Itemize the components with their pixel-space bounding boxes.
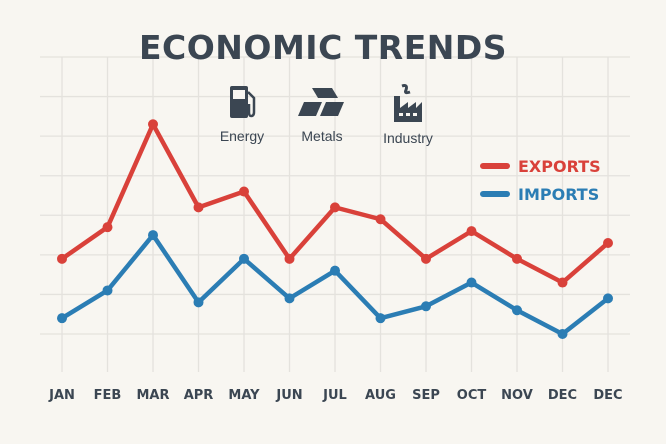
x-tick-label: FEB <box>94 388 122 403</box>
x-tick-label: OCT <box>457 388 487 403</box>
exports-point <box>193 202 204 213</box>
legend-label: EXPORTS <box>518 156 601 176</box>
category-industry: Industry <box>373 82 443 146</box>
imports-point <box>284 293 295 304</box>
category-metals: Metals <box>287 82 357 144</box>
legend-label: IMPORTS <box>518 184 600 204</box>
imports-point <box>512 305 522 316</box>
exports-point <box>603 237 613 248</box>
x-tick-label: AUG <box>365 388 396 403</box>
fuel-pump-icon <box>230 86 256 118</box>
legend: EXPORTS IMPORTS <box>480 152 601 208</box>
exports-point <box>102 222 113 233</box>
category-energy: Energy <box>207 82 277 144</box>
x-tick-label: JUL <box>322 388 347 403</box>
exports-point <box>239 186 249 197</box>
x-tick-label: NOV <box>501 388 533 403</box>
category-label: Industry <box>383 130 433 146</box>
chart-title: ECONOMIC TRENDS <box>138 28 508 67</box>
x-tick-label: MAY <box>228 388 260 403</box>
x-tick-label: JUN <box>275 388 302 403</box>
imports-point <box>375 313 386 324</box>
exports-point <box>57 253 67 264</box>
imports-point <box>148 230 158 241</box>
exports-point <box>557 277 568 288</box>
x-tick-label: DEC <box>548 388 577 403</box>
exports-point <box>330 202 340 213</box>
legend-item-imports: IMPORTS <box>480 180 601 208</box>
imports-point <box>421 301 431 312</box>
imports-point <box>557 329 568 339</box>
legend-item-exports: EXPORTS <box>480 152 601 180</box>
exports-point <box>466 226 477 237</box>
x-tick-label: APR <box>184 388 214 403</box>
x-tick-label: JAN <box>48 388 75 403</box>
exports-point <box>512 253 522 264</box>
x-tick-label: SEP <box>412 388 440 403</box>
category-label: Metals <box>301 128 343 144</box>
imports-point <box>102 285 113 296</box>
imports-point <box>330 265 340 276</box>
imports-point <box>57 313 67 324</box>
exports-point <box>421 253 431 264</box>
exports-point <box>284 253 295 264</box>
exports-point <box>148 119 158 130</box>
x-tick-label: MAR <box>136 388 169 403</box>
imports-swatch <box>480 191 510 197</box>
imports-point <box>603 293 613 304</box>
category-label: Energy <box>219 128 265 144</box>
exports-swatch <box>480 163 510 169</box>
imports-point <box>466 277 477 288</box>
imports-point <box>193 297 204 308</box>
metal-bars-icon <box>298 88 344 116</box>
factory-icon <box>394 84 422 122</box>
x-tick-label: DEC <box>593 388 622 403</box>
exports-point <box>375 214 386 225</box>
imports-point <box>239 253 249 264</box>
